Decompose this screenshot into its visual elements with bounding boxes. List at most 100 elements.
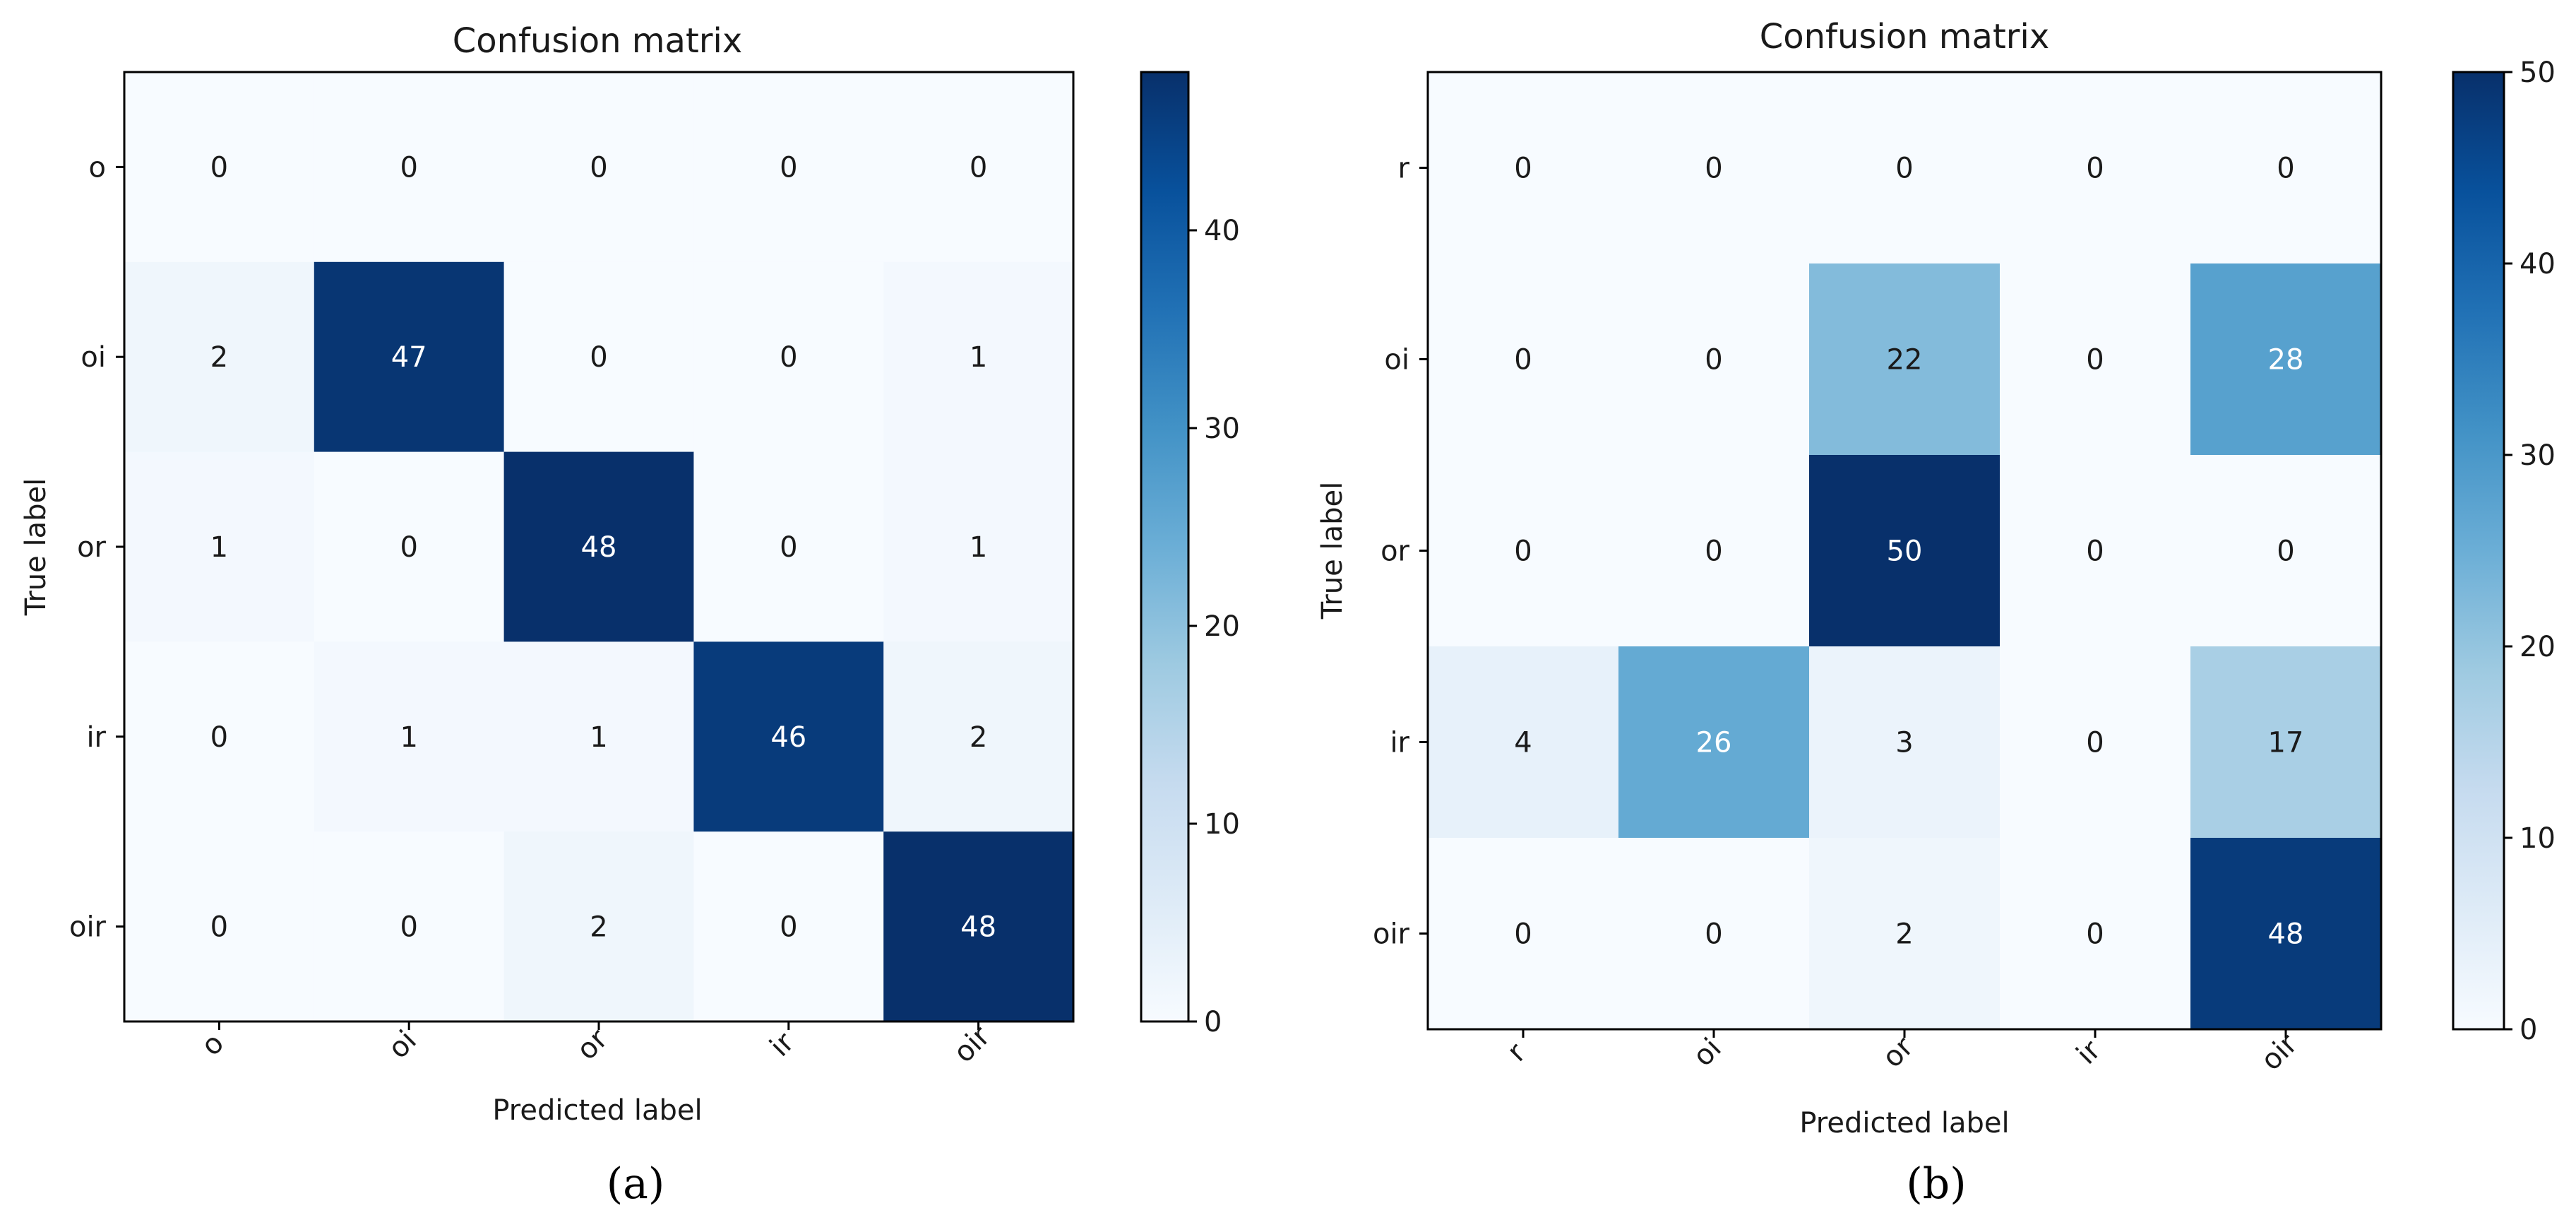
panel-b-cell-r0-c2 (1809, 72, 2000, 264)
panel-a-cell-r0-c0 (124, 72, 315, 263)
panel-b-cell-label-r1-c0: 0 (1514, 344, 1532, 377)
panel-a-cell-r4-c2 (503, 831, 694, 1022)
panel-a-cells: 0 0 0 0 0 2 47 0 0 1 1 0 48 0 1 0 1 1 46 2 0 0 2 0 48 (124, 72, 1074, 1022)
panel-a-colorbar-ticks: 0 10 20 30 40 (1188, 215, 1240, 1038)
panel-b-cell-label-r4-c3: 0 (2086, 918, 2104, 951)
panel-a-cell-label-r4-c0: 0 (210, 911, 228, 944)
panel-a-cell-r4-c4 (883, 831, 1074, 1022)
panel-b-x-tick-label: r (1501, 1036, 1533, 1068)
panel-b-y-tick-label: oir (1373, 918, 1410, 951)
panel-b-cell-r1-c0 (1428, 263, 1619, 456)
panel-a-cell-r1-c0 (124, 261, 315, 453)
panel-a-cell-label-r3-c0: 0 (210, 721, 228, 754)
panel-a-cell-label-r0-c1: 0 (400, 151, 417, 184)
panel-a-cell-r0-c1 (314, 72, 505, 263)
panel-a-cell-r1-c4 (883, 261, 1074, 453)
panel-b-cell-r2-c4 (2190, 455, 2382, 647)
panel-a-y-tick-label: ir (86, 721, 106, 754)
panel-a: Confusion matrix 0 0 0 0 02 47 0 0 11 0 48 0 10 1 1 46 2… (20, 21, 1240, 1209)
panel-a-xlabel: Predicted label (492, 1094, 702, 1127)
panel-a-cell-label-r1-c4: 1 (970, 341, 987, 374)
panel-a-y-tick-label: oir (69, 911, 107, 944)
panel-a-cell-label-r4-c4: 48 (960, 911, 996, 944)
panel-b-cell-label-r1-c3: 0 (2086, 344, 2104, 377)
panel-b-y-tick-label: ir (1390, 727, 1409, 759)
panel-b-y-tick-label: or (1381, 535, 1409, 568)
panel-a-cell-label-r1-c1: 47 (391, 341, 427, 374)
panel-b-cell-r4-c1 (1618, 838, 1810, 1030)
panel-a-colorbar-tick-label: 20 (1204, 610, 1240, 643)
panel-b-cell-label-r3-c2: 3 (1895, 727, 1913, 759)
panel-a-y-tick-label: o (89, 151, 106, 184)
panel-b-x-tick-label: ir (2070, 1033, 2107, 1070)
panel-b-caption: (b) (1906, 1159, 1966, 1209)
panel-b-cell-label-r1-c1: 0 (1705, 344, 1722, 377)
panel-b-cell-r0-c0 (1428, 72, 1619, 264)
panel-a-cell-label-r2-c1: 0 (400, 531, 417, 564)
panel-b-x-tick-label: or (1876, 1031, 1920, 1074)
panel-b-y-tick-label: r (1398, 153, 1410, 185)
panel-b-cell-label-r1-c4: 28 (2268, 344, 2304, 377)
panel-b-cell-label-r2-c3: 0 (2086, 535, 2104, 568)
panel-a-x-tick-label: or (571, 1023, 614, 1067)
panel-b-cell-label-r0-c0: 0 (1514, 153, 1532, 185)
panel-b-cell-r2-c2 (1809, 455, 2000, 647)
panel-a-cell-label-r2-c4: 1 (970, 531, 987, 564)
panel-b-cell-label-r3-c1: 26 (1696, 727, 1732, 759)
panel-a-cell-label-r2-c0: 1 (210, 531, 228, 564)
panel-b-y-ticks: r oi or ir oir (1373, 153, 1428, 951)
panel-b-colorbar-ticks: 0 10 20 30 40 50 (2504, 57, 2556, 1046)
panel-b-cell-label-r3-c4: 17 (2268, 727, 2304, 759)
panel-b-x-ticks: r oi or ir oir (1501, 1028, 2304, 1077)
panel-a-cell-label-r2-c2: 48 (581, 531, 617, 564)
panel-b-cell-label-r1-c2: 22 (1887, 344, 1923, 377)
panel-b-cell-r1-c1 (1618, 263, 1810, 456)
panel-a-cell-r2-c3 (693, 451, 884, 642)
panel-b-cell-label-r0-c4: 0 (2277, 153, 2294, 185)
panel-a-cell-label-r0-c3: 0 (780, 151, 797, 184)
panel-a-colorbar-tick-label: 30 (1204, 413, 1240, 445)
panel-b-cell-label-r0-c2: 0 (1895, 153, 1913, 185)
panel-a-cell-label-r3-c4: 2 (970, 721, 987, 754)
panel-a-x-tick-label: o (195, 1027, 230, 1062)
panel-b-cell-r4-c3 (2000, 838, 2191, 1030)
panel-b-cell-label-r4-c2: 2 (1895, 918, 1913, 951)
panel-a-cell-r3-c2 (503, 641, 694, 832)
panel-b-cell-label-r3-c3: 0 (2086, 727, 2104, 759)
panel-b-x-tick-label: oi (1687, 1032, 1728, 1073)
panel-a-ylabel: True label (20, 478, 52, 616)
panel-b-cell-r2-c1 (1618, 455, 1810, 647)
panel-b-cell-label-r4-c4: 48 (2268, 918, 2304, 951)
panel-b-cell-label-r4-c0: 0 (1514, 918, 1532, 951)
panel-a-cell-r0-c4 (883, 72, 1074, 263)
panel-b-colorbar-tick-label: 50 (2520, 57, 2556, 89)
panel-b-cell-r2-c3 (2000, 455, 2191, 647)
panel-b-cell-label-r3-c0: 4 (1514, 727, 1532, 759)
panel-b-colorbar-tick-label: 20 (2520, 631, 2556, 663)
panel-a-cell-r2-c0 (124, 451, 315, 642)
panel-b-cell-r4-c2 (1809, 838, 2000, 1030)
panel-b-cell-r1-c4 (2190, 263, 2382, 456)
panel-b-colorbar-tick-label: 0 (2520, 1014, 2537, 1046)
panel-a-cell-label-r3-c3: 46 (770, 721, 806, 754)
panel-a-cell-r0-c2 (503, 72, 694, 263)
panel-a-cell-r1-c2 (503, 261, 694, 453)
panel-a-y-ticks: o oi or ir oir (69, 151, 124, 944)
panel-b-cell-r1-c3 (2000, 263, 2191, 456)
panel-a-cell-r3-c3 (693, 641, 884, 832)
panel-b-cells: 0 0 0 0 0 0 0 22 0 28 0 0 50 0 0 4 26 3 0 17 0 0 2 0 48 (1428, 72, 2382, 1030)
panel-a-x-tick-label: oi (382, 1024, 423, 1065)
panel-b-cell-r4-c4 (2190, 838, 2382, 1030)
panel-a-colorbar-tick-label: 10 (1204, 808, 1240, 841)
panel-b-xlabel: Predicted label (1799, 1107, 2009, 1139)
panel-b-colorbar-tick-label: 40 (2520, 248, 2556, 280)
panel-b-cell-r3-c2 (1809, 646, 2000, 839)
panel-a-cell-r4-c3 (693, 831, 884, 1022)
panel-b: Confusion matrix 0 0 0 0 00 0 22 0 280 0 50 0 04 26 3 0… (1316, 17, 2556, 1209)
panel-a-cell-label-r3-c2: 1 (590, 721, 607, 754)
panel-a-cell-label-r4-c1: 0 (400, 911, 417, 944)
panel-b-cell-label-r0-c1: 0 (1705, 153, 1722, 185)
panel-b-cell-r2-c0 (1428, 455, 1619, 647)
panel-a-caption: (a) (607, 1159, 665, 1209)
panel-a-cell-r2-c1 (314, 451, 505, 642)
